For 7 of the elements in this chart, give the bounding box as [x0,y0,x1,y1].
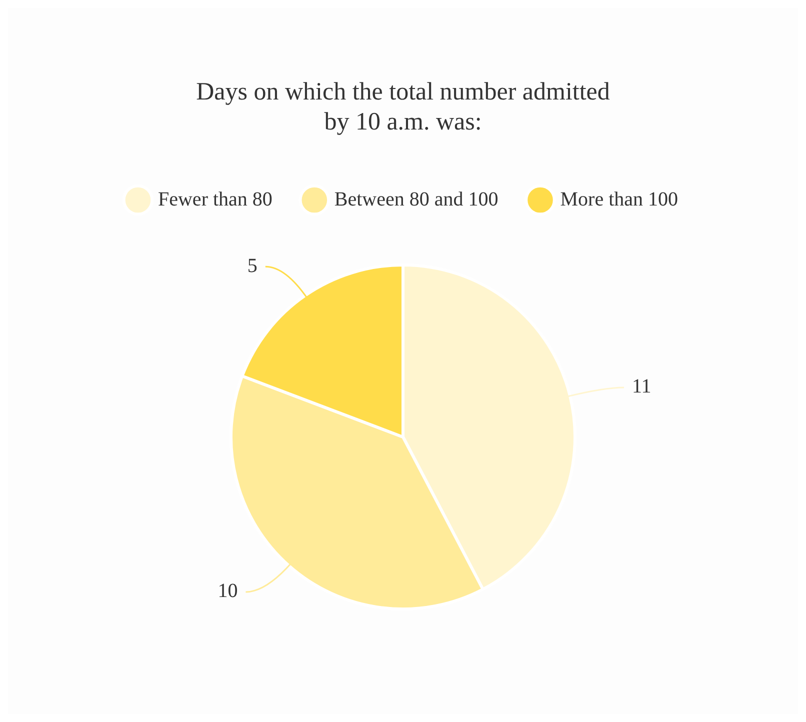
chart-title: Days on which the total number admitted by 10 a.m. was: [196,78,610,136]
data-label: 5 [247,254,258,277]
legend-label: Fewer than 80 [158,188,272,210]
legend-label: More than 100 [560,188,678,210]
legend-label: Between 80 and 100 [334,188,498,210]
data-label: 11 [632,376,652,398]
data-label: 10 [218,580,238,602]
